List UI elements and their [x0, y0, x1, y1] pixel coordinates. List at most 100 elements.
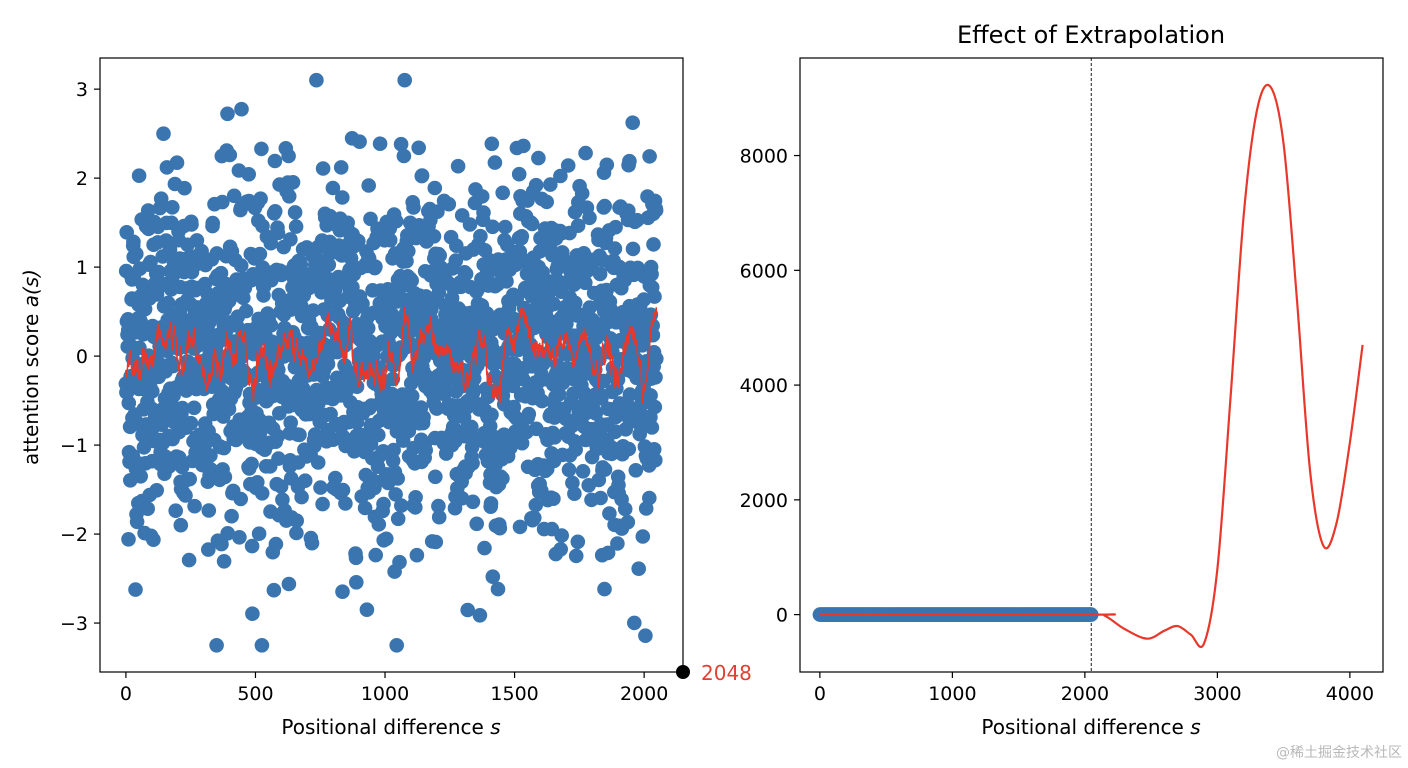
scatter-point [186, 400, 202, 416]
scatter-point [485, 569, 501, 584]
y-tick-label: −2 [60, 524, 88, 546]
scatter-point [642, 149, 657, 164]
scatter-point [551, 387, 567, 402]
scatter-point [209, 638, 224, 653]
right-y-ticks: 0 2000 4000 6000 8000 [740, 146, 800, 627]
scatter-point [565, 475, 580, 491]
scatter-point [643, 388, 658, 403]
scatter-point [175, 400, 190, 416]
scatter-point [597, 581, 612, 597]
scatter-point [465, 494, 481, 510]
scatter-point [568, 442, 583, 457]
scatter-point [496, 427, 512, 443]
scatter-point [534, 393, 550, 409]
scatter-point [238, 303, 254, 319]
scatter-point [349, 379, 365, 395]
y-tick-label: 8000 [740, 146, 788, 168]
scatter-point [465, 385, 481, 401]
scatter-point [126, 234, 141, 250]
scatter-point [285, 175, 301, 190]
scatter-point [628, 463, 644, 478]
scatter-point [309, 72, 324, 88]
scatter-point [252, 425, 268, 440]
scatter-point [357, 500, 373, 516]
scatter-point [648, 452, 663, 468]
scatter-point [368, 259, 383, 275]
scatter-point [553, 168, 568, 184]
scatter-point [485, 219, 500, 235]
right-chart: Effect of Extrapolation 0 1000 2000 3000 400… [740, 21, 1384, 739]
scatter-point [181, 552, 197, 568]
scatter-point [620, 514, 636, 530]
scatter-point [226, 188, 242, 204]
scatter-point [382, 232, 398, 248]
scatter-point [524, 216, 540, 232]
scatter-point [292, 427, 307, 443]
y-tick-label: −3 [60, 613, 88, 635]
scatter-point [416, 410, 431, 425]
scatter-point [607, 241, 623, 256]
scatter-point [315, 161, 331, 176]
scatter-point [333, 160, 349, 175]
scatter-point [543, 177, 558, 192]
scatter-point [582, 210, 597, 226]
scatter-point [215, 194, 230, 210]
left-scatter-series [118, 72, 664, 653]
left-y-axis-label: attention score a(s) [19, 269, 43, 465]
scatter-point [561, 462, 577, 478]
scatter-point [644, 266, 659, 282]
scatter-point [254, 638, 270, 653]
scatter-point [546, 296, 561, 312]
scatter-point [224, 508, 239, 524]
scatter-point [570, 534, 586, 550]
scatter-point [128, 582, 143, 597]
scatter-point [578, 275, 593, 291]
scatter-point [178, 488, 193, 503]
scatter-point [497, 219, 513, 235]
scatter-point [133, 314, 149, 330]
scatter-point [267, 153, 283, 169]
scatter-point [386, 442, 401, 458]
scatter-point [371, 427, 386, 443]
scatter-point [146, 532, 161, 547]
scatter-point [281, 189, 297, 204]
x-tick-label: 0 [120, 683, 132, 705]
scatter-point [570, 218, 586, 233]
left-x-axis-label: Positional difference s [281, 715, 500, 739]
scatter-point [484, 407, 499, 423]
scatter-point [600, 545, 616, 561]
scatter-point [460, 602, 476, 618]
scatter-point [220, 526, 235, 541]
scatter-point [428, 469, 443, 485]
scatter-point [588, 406, 603, 421]
scatter-point [351, 233, 366, 249]
scatter-point [315, 496, 330, 512]
scatter-point [388, 487, 403, 502]
right-extrapolation-line [819, 83, 1364, 649]
right-x-axis-label: Positional difference s [981, 715, 1200, 739]
scatter-point [241, 167, 256, 182]
scatter-point [647, 289, 662, 304]
scatter-point [426, 229, 442, 244]
scatter-point [245, 606, 260, 621]
scatter-point [635, 529, 651, 544]
scatter-point [321, 257, 337, 273]
annotation-marker [676, 665, 690, 679]
x-tick-label: 1000 [928, 683, 976, 705]
scatter-point [273, 479, 289, 494]
left-axes-frame [99, 57, 684, 673]
scatter-point [388, 213, 404, 229]
scatter-point [368, 547, 384, 563]
scatter-point [205, 215, 220, 231]
scatter-point [625, 115, 640, 130]
scatter-point [335, 584, 350, 599]
y-tick-label: −1 [60, 435, 88, 457]
scatter-point [149, 483, 164, 498]
scatter-point [476, 205, 491, 220]
scatter-point [145, 384, 160, 399]
x-tick-label: 1500 [490, 683, 538, 705]
scatter-point [165, 200, 180, 215]
scatter-point [514, 229, 530, 244]
scatter-point [169, 155, 185, 170]
